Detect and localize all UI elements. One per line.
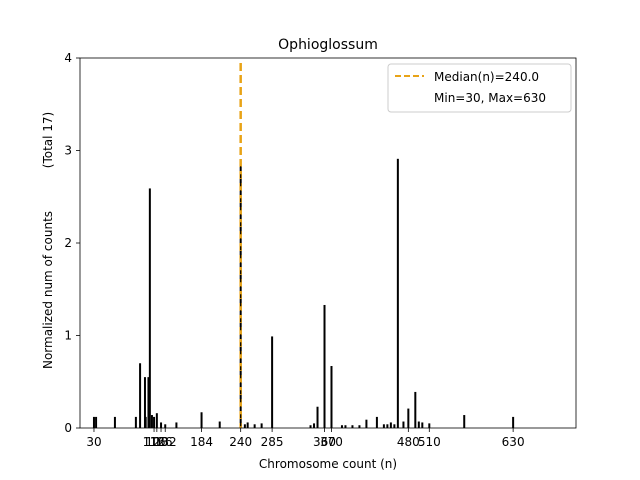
x-tick-label-6: 240 (229, 435, 252, 449)
bar-34 (382, 424, 385, 428)
bar-16 (218, 421, 221, 428)
bar-25 (316, 406, 319, 428)
x-tick-label-1: 116 (143, 435, 166, 449)
bar-24 (313, 423, 316, 429)
x-tick-label-12: 630 (502, 435, 525, 449)
bar-27 (330, 366, 333, 428)
bar-42 (417, 421, 420, 428)
bar-39 (402, 421, 405, 428)
legend-range-label: Min=30, Max=630 (434, 91, 546, 105)
bar-4 (139, 363, 142, 428)
bar-35 (386, 424, 389, 428)
bar-32 (365, 419, 368, 428)
bar-22 (271, 336, 274, 428)
y-tick-label-1: 1 (64, 329, 72, 343)
bar-8 (148, 188, 151, 428)
y-tick-label-0: 0 (64, 421, 72, 435)
bar-21 (260, 423, 263, 429)
legend: Median(n)=240.0 Min=30, Max=630 (387, 63, 572, 113)
bar-37 (393, 424, 396, 428)
bar-44 (428, 423, 431, 429)
bar-29 (344, 425, 347, 428)
x-tick-label-2: 120 (145, 435, 168, 449)
x-tick-label-3: 126 (150, 435, 173, 449)
bar-33 (375, 416, 378, 428)
x-tick-label-5: 184 (190, 435, 213, 449)
x-axis-label: Chromosome count (n) (259, 457, 397, 471)
x-tick-label-7: 285 (261, 435, 284, 449)
bar-18 (243, 424, 246, 428)
bar-2 (113, 416, 116, 428)
bar-45 (463, 415, 466, 428)
bar-11 (155, 413, 158, 428)
x-tick-label-0: 30 (86, 435, 101, 449)
bar-14 (175, 422, 178, 428)
y-tick-label-3: 3 (64, 144, 72, 158)
chart-title: Ophioglossum (278, 37, 378, 53)
y-tick-label-2: 2 (64, 236, 72, 250)
x-tick-label-9: 370 (320, 435, 343, 449)
bar-28 (340, 425, 343, 428)
bar-31 (358, 425, 361, 428)
y-axis-label-total: (Total 17) (41, 112, 55, 168)
y-axis-ticks: 0 1 2 3 4 (64, 51, 80, 435)
x-tick-label-4: 132 (154, 435, 177, 449)
bar-5 (143, 377, 146, 429)
bar-30 (351, 425, 354, 428)
bar-38 (396, 158, 399, 428)
bar-1 (95, 416, 98, 428)
bar-6 (144, 416, 147, 428)
bar-26 (323, 304, 326, 428)
x-tick-label-11: 510 (418, 435, 441, 449)
bar-0 (92, 416, 95, 428)
x-tick-label-8: 360 (313, 435, 336, 449)
bar-9 (150, 415, 153, 428)
legend-median-label: Median(n)=240.0 (434, 70, 539, 84)
bar-13 (164, 424, 167, 428)
bar-46 (512, 416, 515, 428)
bar-15 (200, 412, 203, 428)
bar-7 (147, 377, 150, 429)
bar-23 (309, 425, 312, 428)
bar-36 (389, 422, 392, 428)
y-tick-label-4: 4 (64, 51, 72, 65)
bar-43 (421, 422, 424, 428)
legend-frame (387, 63, 572, 113)
y-axis-label: Normalized num of counts (41, 211, 55, 369)
bar-12 (160, 422, 163, 428)
bar-10 (153, 416, 156, 428)
bar-3 (134, 416, 137, 428)
bar-19 (246, 422, 249, 428)
x-tick-label-10: 480 (397, 435, 420, 449)
bar-40 (407, 408, 410, 428)
bar-20 (253, 424, 256, 428)
bar-41 (414, 391, 417, 428)
